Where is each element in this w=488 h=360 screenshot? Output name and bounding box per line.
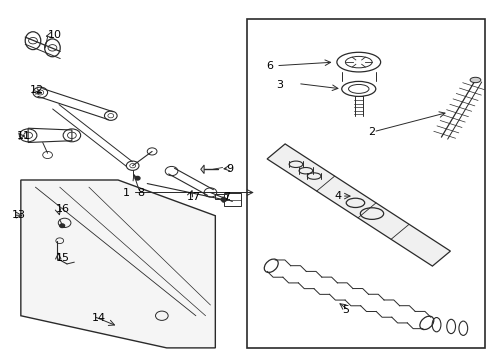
Text: 10: 10 bbox=[47, 30, 61, 40]
Text: 12: 12 bbox=[30, 85, 43, 95]
Text: 9: 9 bbox=[225, 163, 233, 174]
Text: 4: 4 bbox=[334, 191, 341, 201]
Circle shape bbox=[60, 224, 64, 228]
Polygon shape bbox=[201, 165, 203, 174]
Text: 14: 14 bbox=[91, 312, 105, 323]
Circle shape bbox=[135, 176, 140, 180]
Text: 3: 3 bbox=[276, 80, 283, 90]
Text: 1: 1 bbox=[123, 188, 130, 198]
Bar bbox=[215, 194, 227, 199]
Text: 6: 6 bbox=[266, 61, 273, 71]
Text: 8: 8 bbox=[137, 188, 144, 198]
Text: 7: 7 bbox=[223, 192, 230, 202]
Text: 5: 5 bbox=[341, 305, 348, 315]
Text: 13: 13 bbox=[12, 210, 26, 220]
Text: 15: 15 bbox=[56, 253, 70, 263]
Text: 2: 2 bbox=[368, 127, 375, 137]
Text: 17: 17 bbox=[187, 192, 201, 202]
Text: 16: 16 bbox=[56, 204, 70, 214]
Bar bbox=[246, 19, 484, 348]
Bar bbox=[223, 193, 241, 206]
Circle shape bbox=[221, 198, 225, 202]
Polygon shape bbox=[21, 180, 215, 348]
Polygon shape bbox=[266, 144, 449, 266]
Text: 11: 11 bbox=[17, 131, 31, 141]
Ellipse shape bbox=[469, 77, 480, 83]
